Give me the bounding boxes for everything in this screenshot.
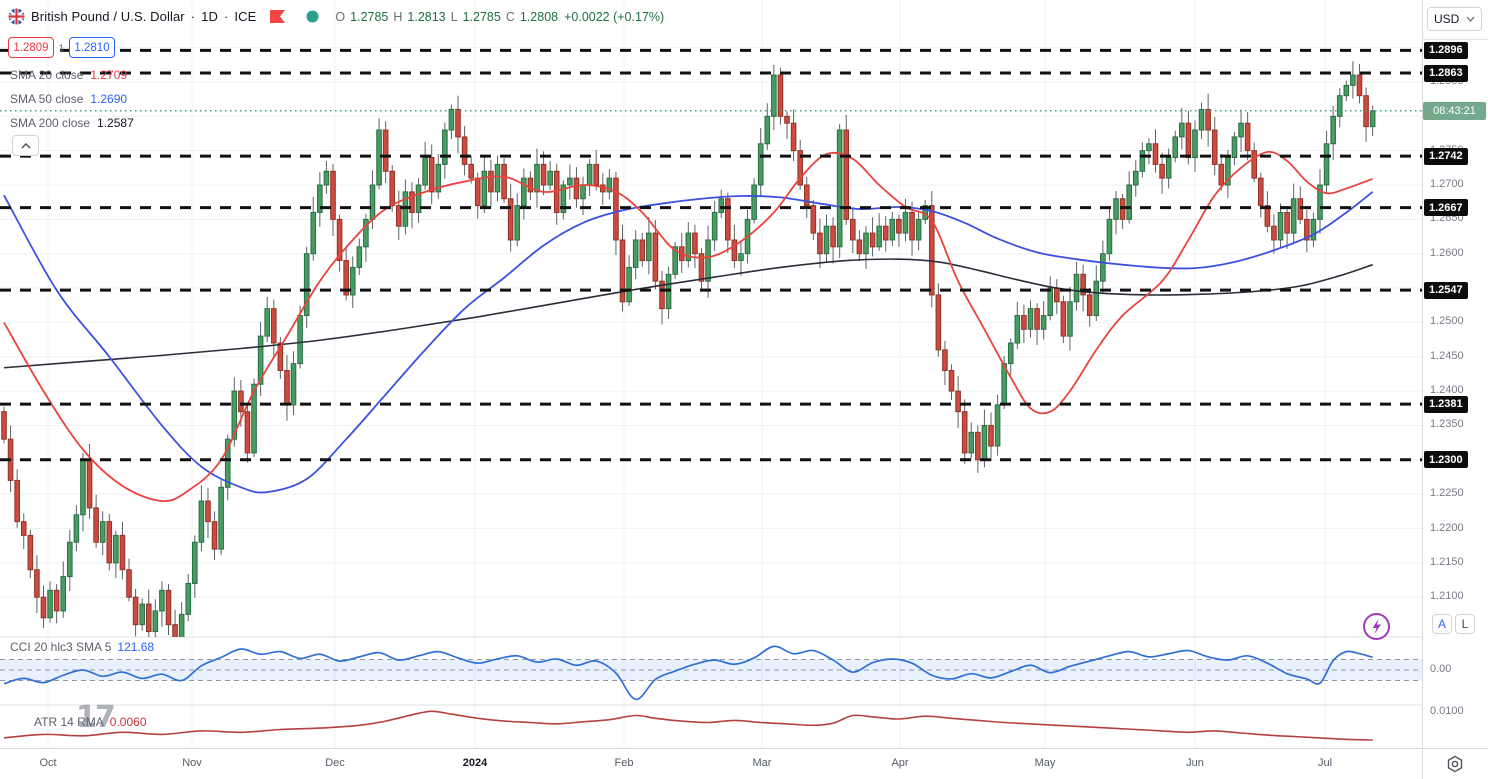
collapse-legend-button[interactable]: [12, 135, 39, 156]
price-tick-label: 1.2200: [1430, 521, 1464, 534]
atr-scale-label: 0.0100: [1430, 705, 1464, 717]
level-price-label: 1.2381: [1424, 395, 1468, 413]
symbol-title[interactable]: British Pound / U.S. Dollar: [31, 9, 185, 24]
sma20-value: 1.2709: [90, 68, 128, 82]
chart-canvas[interactable]: [0, 0, 1422, 748]
countdown-label: 08:43:21: [1423, 101, 1486, 120]
symbol-flag-icon: [8, 8, 25, 25]
low-value: 1.2785: [462, 9, 501, 24]
auto-scale-button[interactable]: A: [1432, 614, 1452, 634]
atr-name: ATR 14 RMA: [34, 715, 104, 729]
time-axis-label: Feb: [614, 757, 634, 769]
gear-icon: [1447, 755, 1463, 773]
sma20-name: SMA 20 close: [10, 68, 84, 82]
price-tick-label: 1.2150: [1430, 555, 1464, 568]
title-separator-2: ·: [223, 9, 229, 24]
currency-dropdown[interactable]: USD: [1427, 7, 1482, 31]
price-axis-border: [1422, 0, 1423, 779]
price-tick-label: 1.2450: [1430, 349, 1464, 362]
change-value: +0.0022 (+0.17%): [564, 9, 665, 24]
time-axis-border: [0, 748, 1488, 749]
legend-sma200[interactable]: SMA 200 close 1.2587: [10, 115, 134, 131]
high-value: 1.2813: [407, 9, 446, 24]
price-tick-label: 1.2500: [1430, 315, 1464, 328]
chevron-up-icon: [20, 142, 31, 149]
level-price-label: 1.2863: [1424, 64, 1468, 82]
chart-settings-button[interactable]: [1443, 753, 1467, 775]
log-scale-button[interactable]: L: [1455, 614, 1475, 634]
legend-sma20[interactable]: SMA 20 close 1.2709: [10, 67, 127, 83]
time-axis-label: May: [1034, 757, 1056, 769]
time-axis-label: Dec: [325, 757, 345, 769]
close-value: 1.2808: [519, 9, 559, 24]
time-axis-label: Oct: [39, 757, 57, 769]
time-axis-label: Apr: [891, 757, 909, 769]
axis-toolbar-separator: [1422, 39, 1488, 40]
cci-name: CCI 20 hlc3 SMA 5: [10, 640, 112, 654]
boost-button[interactable]: [1362, 612, 1391, 641]
ohlc-readout: O 1.2785 H 1.2813 L 1.2785 C 1.2808: [335, 10, 558, 24]
sell-price-button[interactable]: 1.2809: [8, 37, 54, 58]
price-tick-label: 1.2100: [1430, 590, 1464, 603]
close-label: C: [505, 9, 515, 24]
time-axis-label: Nov: [182, 757, 202, 769]
level-price-label: 1.2547: [1424, 281, 1468, 299]
sma50-value: 1.2690: [90, 92, 128, 106]
price-axis[interactable]: [1422, 0, 1488, 779]
sma200-name: SMA 200 close: [10, 116, 91, 130]
spread-value: 1: [59, 42, 65, 53]
time-axis-label: 2024: [462, 757, 488, 769]
chevron-down-icon: [1466, 16, 1475, 22]
buy-price-button[interactable]: 1.2810: [69, 37, 116, 58]
atr-value: 0.0060: [109, 715, 147, 729]
level-price-label: 1.2896: [1424, 41, 1468, 59]
quote-row: 1.2809 1 1.2810: [8, 37, 116, 58]
atr-legend[interactable]: ATR 14 RMA 0.0060: [34, 715, 147, 729]
level-price-label: 1.2300: [1424, 451, 1468, 469]
symbol-header: British Pound / U.S. Dollar · 1D · ICE O…: [8, 8, 664, 25]
high-label: H: [393, 9, 403, 24]
legend-sma50[interactable]: SMA 50 close 1.2690: [10, 91, 127, 107]
title-separator: ·: [190, 9, 196, 24]
price-tick-label: 1.2600: [1430, 246, 1464, 259]
time-axis-label: Jun: [1186, 757, 1204, 769]
level-price-label: 1.2667: [1424, 199, 1468, 217]
time-axis-label: Jul: [1317, 757, 1333, 769]
sma50-name: SMA 50 close: [10, 92, 84, 106]
flagged-icon[interactable]: [270, 10, 286, 23]
price-tick-label: 1.2400: [1430, 384, 1464, 397]
price-tick-label: 1.2350: [1430, 418, 1464, 431]
tradingview-watermark: 17: [76, 700, 116, 735]
market-status-icon[interactable]: [306, 10, 319, 23]
open-value: 1.2785: [350, 9, 389, 24]
cci-zero-label: 0.00: [1430, 663, 1452, 675]
sma200-value: 1.2587: [97, 116, 134, 130]
price-tick-label: 1.2250: [1430, 487, 1464, 500]
cci-legend[interactable]: CCI 20 hlc3 SMA 5 121.68: [10, 640, 154, 654]
exchange-label[interactable]: ICE: [234, 9, 257, 24]
open-label: O: [335, 9, 346, 24]
level-price-label: 1.2742: [1424, 147, 1468, 165]
interval-label[interactable]: 1D: [201, 9, 218, 24]
price-tick-label: 1.2700: [1430, 178, 1464, 190]
low-label: L: [450, 9, 458, 24]
time-axis-label: Mar: [752, 757, 772, 769]
currency-value: USD: [1434, 12, 1460, 26]
lightning-icon: [1363, 613, 1390, 640]
cci-value: 121.68: [117, 640, 155, 654]
